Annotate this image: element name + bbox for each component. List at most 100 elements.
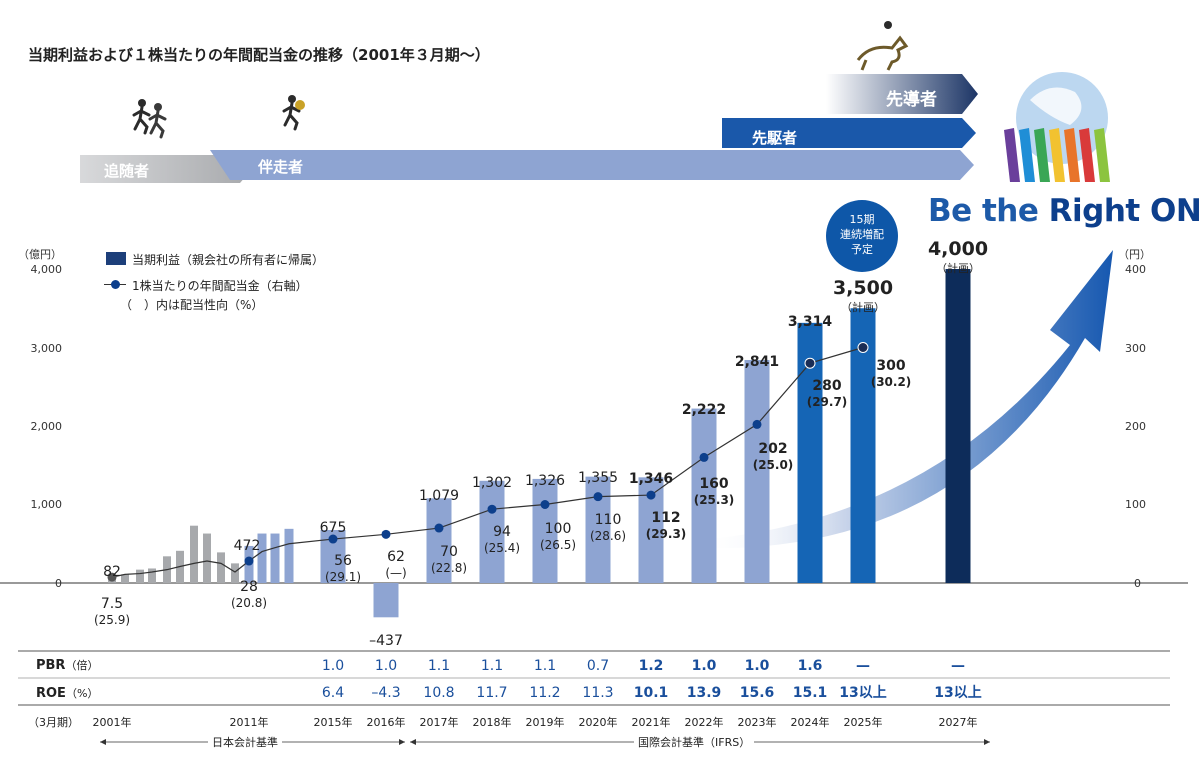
- chart-title: 当期利益および１株当たりの年間配当金の推移（2001年３月期～）: [28, 46, 490, 64]
- payout-label-2025: (30.2): [871, 375, 912, 389]
- year-label-2011: 2011年: [230, 715, 269, 729]
- left-tick-4000: 4,000: [30, 263, 63, 276]
- bar-2010: [231, 563, 239, 583]
- legend-line-note: （ ）内は配当性向（%）: [120, 298, 264, 312]
- year-label-2015: 2015年: [314, 715, 353, 729]
- pbr-value-2019: 1.1: [534, 658, 556, 674]
- bar-label-2011: 472: [234, 538, 261, 554]
- hand-icon: [1079, 128, 1095, 182]
- year-label-2016: 2016年: [367, 715, 406, 729]
- dividend-point-2019: [540, 500, 550, 509]
- brand-logo-part1: Be the: [928, 193, 1049, 229]
- badge-line-2: 連続増配: [840, 228, 884, 241]
- bar-2012: [257, 533, 267, 583]
- year-label-2027: 2027年: [939, 715, 978, 729]
- bar-label-2001: 82: [103, 564, 121, 580]
- hand-icon: [1049, 128, 1065, 182]
- dividend-point-2020: [593, 492, 603, 502]
- badge-line-3: 予定: [851, 243, 873, 256]
- bar-2018: [479, 480, 505, 583]
- payout-label-2024: (29.7): [807, 395, 848, 409]
- dividend-label-2018: 94: [493, 524, 511, 540]
- bar-label-2025: 3,500: [833, 277, 893, 299]
- dividend-point-2011: [244, 556, 254, 566]
- bar-2023: [744, 359, 770, 583]
- bar-label-2021: 1,346: [629, 471, 673, 487]
- runner-icon-3-head: [288, 95, 296, 103]
- left-tick-3000: 3,000: [30, 342, 63, 355]
- pbr-value-2015: 1.0: [322, 658, 344, 674]
- dividend-label-2016: 62: [387, 549, 405, 565]
- year-label-2021: 2021年: [632, 715, 671, 729]
- right-tick-0: 0: [1134, 577, 1141, 590]
- pbr-value-2027: —: [951, 658, 965, 674]
- left-axis-unit: （億円）: [18, 248, 62, 261]
- rider-head-icon: [884, 21, 892, 29]
- payout-label-2016: (—): [385, 566, 406, 580]
- bar-label-2019: 1,326: [525, 473, 565, 489]
- dividend-label-2021: 112: [651, 510, 680, 526]
- pbr-value-2016: 1.0: [375, 658, 397, 674]
- year-label-2022: 2022年: [685, 715, 724, 729]
- bar-label-2027: 4,000: [928, 238, 988, 260]
- dividend-point-2024: [804, 357, 816, 369]
- dividend-label-2001: 7.5: [101, 596, 123, 612]
- badge-line-1: 15期: [849, 213, 875, 226]
- pbr-value-2023: 1.0: [745, 658, 770, 674]
- left-tick-1000: 1,000: [30, 498, 63, 511]
- dividend-point-2001: [107, 572, 117, 582]
- right-axis-unit: （円）: [1118, 248, 1151, 261]
- bar-2025: [850, 308, 876, 583]
- stage-band-pioneer: [722, 118, 976, 148]
- dividend-label-2022: 160: [699, 476, 728, 492]
- dividend-label-2019: 100: [545, 521, 572, 537]
- runner-icon-1-head: [138, 99, 146, 107]
- right-tick-300: 300: [1125, 342, 1146, 355]
- roe-value-2022: 13.9: [687, 685, 722, 701]
- roe-value-2018: 11.7: [476, 685, 507, 701]
- roe-row-label: ROE（%）: [36, 685, 98, 701]
- legend-line-label: 1株当たりの年間配当金（右軸）: [132, 279, 308, 293]
- bar-2014: [284, 528, 294, 583]
- dividend-point-2015: [328, 534, 338, 544]
- bar-label-2023: 2,841: [735, 354, 779, 370]
- payout-label-2015: (29.1): [325, 570, 361, 584]
- pbr-value-2024: 1.6: [798, 658, 823, 674]
- bar-label-2016: –437: [369, 633, 403, 649]
- bar-2013: [270, 533, 280, 583]
- hand-icon: [1094, 128, 1110, 182]
- bar-label-2015: 675: [320, 520, 347, 536]
- roe-label: ROE: [36, 686, 66, 701]
- dividend-point-2023: [752, 419, 762, 429]
- pbr-value-2022: 1.0: [692, 658, 717, 674]
- brand-logo-text: Be the Right ONE: [928, 193, 1200, 229]
- dividend-label-2020: 110: [595, 512, 622, 528]
- dividend-point-2016: [381, 529, 391, 539]
- bar-sublabel-2025: （計画）: [841, 300, 885, 314]
- payout-label-2022: (25.3): [694, 493, 735, 507]
- hand-icon: [1034, 128, 1050, 182]
- growth-arrow: [700, 250, 1113, 549]
- roe-value-2019: 11.2: [529, 685, 560, 701]
- dividend-label-2024: 280: [812, 378, 841, 394]
- year-label-2019: 2019年: [526, 715, 565, 729]
- payout-label-2023: (25.0): [753, 458, 794, 472]
- runner-icon-1-body: [132, 105, 151, 135]
- year-label-2001: 2001年: [93, 715, 132, 729]
- brand-logo-part2: Right ONE: [1048, 193, 1200, 229]
- legend-marker-swatch: [111, 280, 120, 289]
- right-tick-200: 200: [1125, 420, 1146, 433]
- stage-band-follower: [80, 155, 252, 183]
- year-label-2020: 2020年: [579, 715, 618, 729]
- year-label-2018: 2018年: [473, 715, 512, 729]
- horse-rider-icon: [856, 35, 909, 71]
- pbr-value-2017: 1.1: [428, 658, 450, 674]
- stage-label-leader: 先導者: [886, 90, 937, 110]
- left-tick-2000: 2,000: [30, 420, 63, 433]
- payout-label-2017: (22.8): [431, 561, 467, 575]
- hand-icon: [1004, 128, 1020, 182]
- right-tick-100: 100: [1125, 498, 1146, 511]
- roe-value-2015: 6.4: [322, 685, 344, 701]
- right-tick-400: 400: [1125, 263, 1146, 276]
- payout-label-2019: (26.5): [540, 538, 576, 552]
